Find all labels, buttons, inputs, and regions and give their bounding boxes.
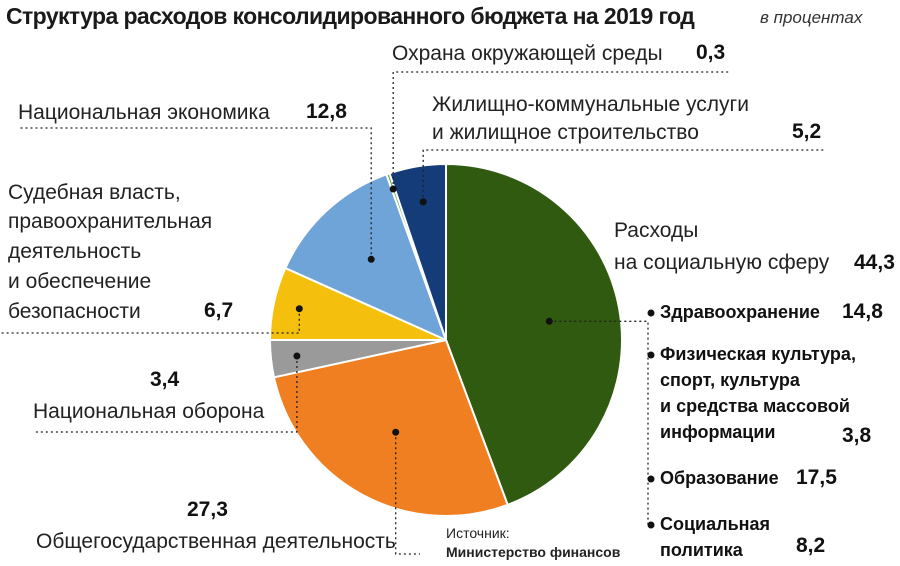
source-name: Министерство финансов: [446, 544, 621, 560]
value-health: 14,8: [842, 300, 883, 323]
leader-environment-dot: [389, 185, 397, 193]
value-housing: 5,2: [792, 120, 822, 143]
leader-social-dot: [545, 317, 553, 325]
value-sport: 3,8: [842, 424, 872, 447]
leader-general-dot: [392, 428, 400, 436]
label-sport-3: и средства массовой: [660, 396, 850, 416]
leader-housing: [422, 149, 826, 202]
label-housing-2: и жилищное строительство: [432, 121, 699, 144]
value-defense: 3,4: [150, 368, 180, 391]
label-socpol-1: Социальная: [660, 514, 771, 534]
label-judicial-3: деятельность: [8, 240, 142, 263]
label-health: Здравоохранение: [660, 302, 820, 322]
pie-slice-4: [284, 173, 448, 342]
label-economy: Национальная экономика: [18, 101, 270, 124]
label-environment: Охрана окружающей среды: [392, 42, 663, 65]
value-judicial: 6,7: [204, 299, 234, 322]
breakdown-bullet-1: [647, 351, 655, 359]
label-sport-1: Физическая культура,: [660, 344, 856, 364]
label-judicial-2: правоохранительная: [8, 210, 213, 233]
breakdown-bullet-0: [647, 309, 655, 317]
leader-housing-dot: [419, 198, 427, 206]
pie-slice-0: [445, 162, 623, 507]
label-education: Образование: [660, 468, 779, 488]
label-socpol-2: политика: [660, 540, 743, 560]
source-label: Источник:: [446, 525, 510, 541]
value-socpol: 8,2: [796, 534, 826, 557]
value-environment: 0,3: [696, 41, 726, 64]
label-defense: Национальная оборона: [33, 400, 265, 423]
breakdown-bullet-2: [647, 475, 655, 483]
leader-defense: [33, 356, 298, 433]
pie-slice-6: [388, 162, 447, 341]
value-education: 17,5: [796, 466, 837, 489]
leader-economy-dot: [367, 255, 375, 263]
label-social-1: Расходы: [614, 219, 699, 242]
unit-label: в процентах: [760, 8, 863, 27]
chart-title: Структура расходов консолидированного бю…: [6, 3, 695, 29]
label-judicial-4: и обеспечение: [8, 270, 152, 293]
leader-social: [549, 320, 649, 526]
leader-general: [395, 432, 420, 555]
label-sport-2: спорт, культура: [660, 370, 800, 390]
value-general: 27,3: [187, 498, 228, 521]
leader-judicial-dot: [295, 305, 303, 313]
label-general: Общегосударственная деятельность: [36, 530, 396, 553]
leader-defense-dot: [293, 352, 301, 360]
value-social: 44,3: [854, 251, 895, 274]
pie-slice-1: [272, 338, 509, 517]
leader-environment: [392, 71, 730, 189]
breakdown-bullet-3: [647, 521, 655, 529]
label-social-2: на социальную сферу: [614, 251, 830, 274]
leader-economy: [18, 127, 372, 260]
label-judicial-5: безопасности: [8, 300, 141, 323]
label-judicial-1: Судебная власть,: [8, 181, 181, 204]
label-housing-1: Жилищно-коммунальные услуги: [432, 93, 749, 116]
label-sport-4: информации: [660, 422, 776, 442]
value-economy: 12,8: [306, 100, 347, 123]
